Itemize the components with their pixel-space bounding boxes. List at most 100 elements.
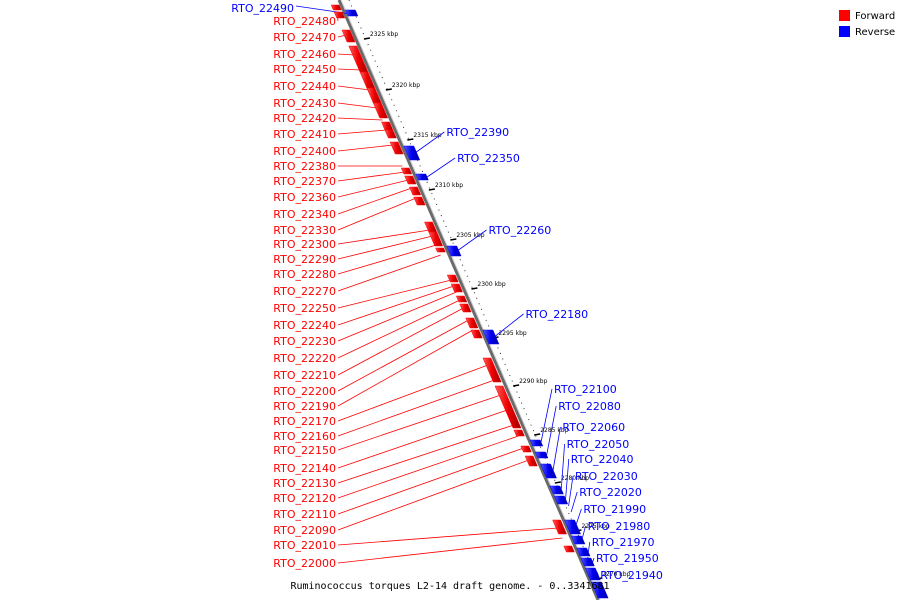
reverse-gene-block	[534, 451, 549, 459]
reverse-gene-label[interactable]: RTO_22390	[446, 126, 509, 139]
forward-gene-block	[459, 303, 472, 313]
forward-gene-leader	[337, 527, 559, 546]
forward-gene-label[interactable]: RTO_22430	[273, 97, 336, 110]
forward-gene-leader	[337, 85, 370, 91]
forward-gene-leader	[337, 197, 417, 231]
reverse-gene-label[interactable]: RTO_22350	[457, 152, 520, 165]
reverse-gene-label[interactable]: RTO_22060	[562, 421, 625, 434]
reverse-gene-leader	[560, 443, 565, 490]
forward-gene-block	[330, 4, 342, 11]
reverse-gene-label[interactable]: RTO_22020	[579, 486, 642, 499]
reverse-gene-label[interactable]: RTO_21970	[592, 536, 655, 549]
forward-gene-label[interactable]: RTO_22130	[273, 477, 336, 490]
forward-gene-label[interactable]: RTO_22270	[273, 285, 336, 298]
forward-gene-label[interactable]: RTO_22090	[273, 524, 336, 537]
forward-gene-label[interactable]: RTO_22200	[273, 385, 336, 398]
forward-gene-label[interactable]: RTO_22330	[273, 224, 336, 237]
scale-tick-label: 2305 kbp	[456, 232, 484, 239]
forward-gene-label[interactable]: RTO_22470	[273, 31, 336, 44]
reverse-gene-leader	[570, 491, 578, 513]
forward-gene-label[interactable]: RTO_22010	[273, 539, 336, 552]
reverse-gene-label[interactable]: RTO_21990	[583, 503, 646, 516]
forward-gene-label[interactable]: RTO_22250	[273, 302, 336, 315]
reverse-gene-label[interactable]: RTO_22040	[571, 453, 634, 466]
forward-gene-label[interactable]: RTO_22120	[273, 492, 336, 505]
legend-reverse-swatch	[839, 26, 850, 37]
forward-gene-leader	[337, 364, 489, 422]
forward-gene-label[interactable]: RTO_22220	[273, 352, 336, 365]
scale-tick-mark	[385, 88, 392, 91]
forward-gene-leader	[337, 299, 461, 359]
forward-gene-leader	[337, 244, 437, 275]
label-leader-lines	[295, 5, 599, 576]
forward-gene-label[interactable]: RTO_22460	[273, 48, 336, 61]
reverse-gene-leader	[568, 475, 574, 507]
reverse-gene-block	[576, 547, 591, 557]
forward-gene-block	[455, 295, 468, 303]
forward-gene-label[interactable]: RTO_22380	[273, 160, 336, 173]
scale-tick-mark	[407, 138, 414, 141]
forward-gene-label[interactable]: RTO_22240	[273, 319, 336, 332]
forward-gene-label[interactable]: RTO_22300	[273, 238, 336, 251]
legend-forward-label: Forward	[855, 11, 895, 22]
reverse-gene-label[interactable]: RTO_22260	[489, 224, 552, 237]
forward-gene-label[interactable]: RTO_22190	[273, 400, 336, 413]
reverse-gene-label[interactable]: RTO_22030	[575, 470, 638, 483]
forward-gene-leader	[337, 235, 433, 260]
reverse-gene-label[interactable]: RTO_22080	[558, 400, 621, 413]
forward-gene-label[interactable]: RTO_22360	[273, 191, 336, 204]
reverse-gene-leader	[416, 131, 445, 153]
scale-tick-label: 2300 kbp	[477, 281, 505, 288]
forward-gene-block	[552, 519, 567, 535]
forward-gene-label[interactable]: RTO_22230	[273, 335, 336, 348]
legend-reverse-label: Reverse	[855, 27, 895, 38]
forward-gene-leader	[337, 424, 514, 484]
forward-gene-label[interactable]: RTO_22110	[273, 508, 336, 521]
forward-gene-label[interactable]: RTO_22480	[273, 15, 336, 28]
forward-gene-block	[428, 231, 444, 247]
forward-gene-label[interactable]: RTO_22450	[273, 63, 336, 76]
reverse-gene-leader	[581, 525, 586, 539]
forward-gene-label[interactable]: RTO_22400	[273, 145, 336, 158]
forward-gene-label[interactable]: RTO_22410	[273, 128, 336, 141]
scale-ticks: 2325 kbp 2320 kbp 2315 kbp 2310 kbp 2305 kbp…	[363, 31, 631, 580]
forward-gene-label[interactable]: RTO_22290	[273, 253, 336, 266]
forward-gene-block	[465, 317, 479, 329]
scale-tick-label: 2270 kbp	[602, 571, 630, 578]
reverse-gene-label[interactable]: RTO_21980	[588, 520, 651, 533]
reverse-gene-leader	[565, 458, 570, 500]
forward-gene-block	[450, 283, 463, 293]
reverse-gene-label[interactable]: RTO_22180	[525, 308, 588, 321]
forward-gene-block	[446, 274, 459, 283]
genome-caption: Ruminococcus torques L2-14 draft genome.…	[290, 581, 609, 592]
scale-tick-mark	[428, 188, 435, 191]
forward-gene-block	[384, 129, 397, 139]
reverse-gene-label[interactable]: RTO_22050	[567, 438, 630, 451]
forward-gene-label[interactable]: RTO_22150	[273, 444, 336, 457]
forward-gene-leader	[337, 129, 387, 135]
forward-gene-block	[404, 175, 417, 185]
reverse-gene-label[interactable]: RTO_22490	[231, 2, 294, 15]
forward-gene-block	[413, 196, 426, 206]
forward-gene-label[interactable]: RTO_22210	[273, 369, 336, 382]
reverse-gene-leader	[458, 229, 487, 251]
scale-tick-mark	[554, 481, 561, 484]
reverse-gene-block	[590, 581, 609, 599]
forward-gene-label[interactable]: RTO_22170	[273, 415, 336, 428]
forward-gene-label[interactable]: RTO_22280	[273, 268, 336, 281]
reverse-gene-leader	[552, 426, 561, 471]
reverse-gene-label[interactable]: RTO_22100	[554, 383, 617, 396]
forward-gene-leader	[337, 179, 409, 198]
forward-gene-label[interactable]: RTO_22340	[273, 208, 336, 221]
forward-gene-label[interactable]: RTO_22140	[273, 462, 336, 475]
forward-gene-label[interactable]: RTO_22000	[273, 557, 336, 570]
reverse-gene-label[interactable]: RTO_21940	[600, 569, 663, 582]
reverse-gene-label[interactable]: RTO_21950	[596, 552, 659, 565]
forward-gene-leader	[337, 187, 412, 215]
forward-gene-label[interactable]: RTO_22370	[273, 175, 336, 188]
forward-gene-label[interactable]: RTO_22420	[273, 112, 336, 125]
reverse-gene-block	[571, 535, 586, 545]
forward-gene-label[interactable]: RTO_22440	[273, 80, 336, 93]
forward-gene-label[interactable]: RTO_22160	[273, 430, 336, 443]
